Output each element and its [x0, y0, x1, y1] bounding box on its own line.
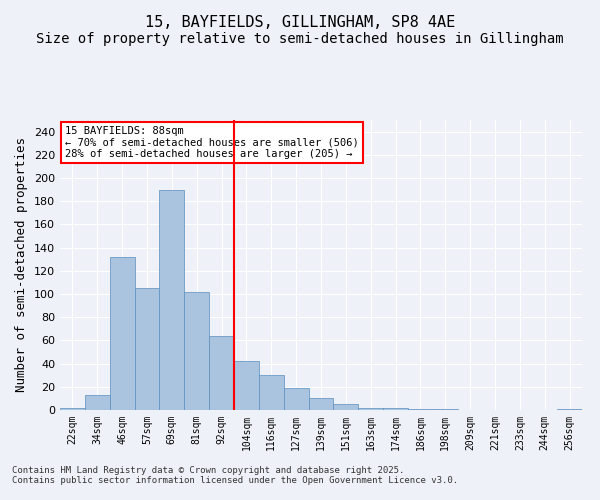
Bar: [184, 292, 209, 410]
Text: 15, BAYFIELDS, GILLINGHAM, SP8 4AE: 15, BAYFIELDS, GILLINGHAM, SP8 4AE: [145, 15, 455, 30]
Bar: [160, 190, 184, 410]
Bar: [383, 408, 408, 410]
Text: Contains HM Land Registry data © Crown copyright and database right 2025.
Contai: Contains HM Land Registry data © Crown c…: [12, 466, 458, 485]
Bar: [85, 395, 110, 410]
Bar: [433, 409, 458, 410]
Bar: [209, 336, 234, 410]
Text: 15 BAYFIELDS: 88sqm
← 70% of semi-detached houses are smaller (506)
28% of semi-: 15 BAYFIELDS: 88sqm ← 70% of semi-detach…: [65, 126, 359, 159]
Bar: [308, 398, 334, 410]
Y-axis label: Number of semi-detached properties: Number of semi-detached properties: [16, 138, 28, 392]
Bar: [134, 288, 160, 410]
Bar: [358, 408, 383, 410]
Bar: [334, 404, 358, 410]
Bar: [284, 388, 308, 410]
Text: Size of property relative to semi-detached houses in Gillingham: Size of property relative to semi-detach…: [36, 32, 564, 46]
Bar: [259, 375, 284, 410]
Bar: [110, 257, 134, 410]
Bar: [234, 362, 259, 410]
Bar: [60, 408, 85, 410]
Bar: [557, 409, 582, 410]
Bar: [408, 409, 433, 410]
